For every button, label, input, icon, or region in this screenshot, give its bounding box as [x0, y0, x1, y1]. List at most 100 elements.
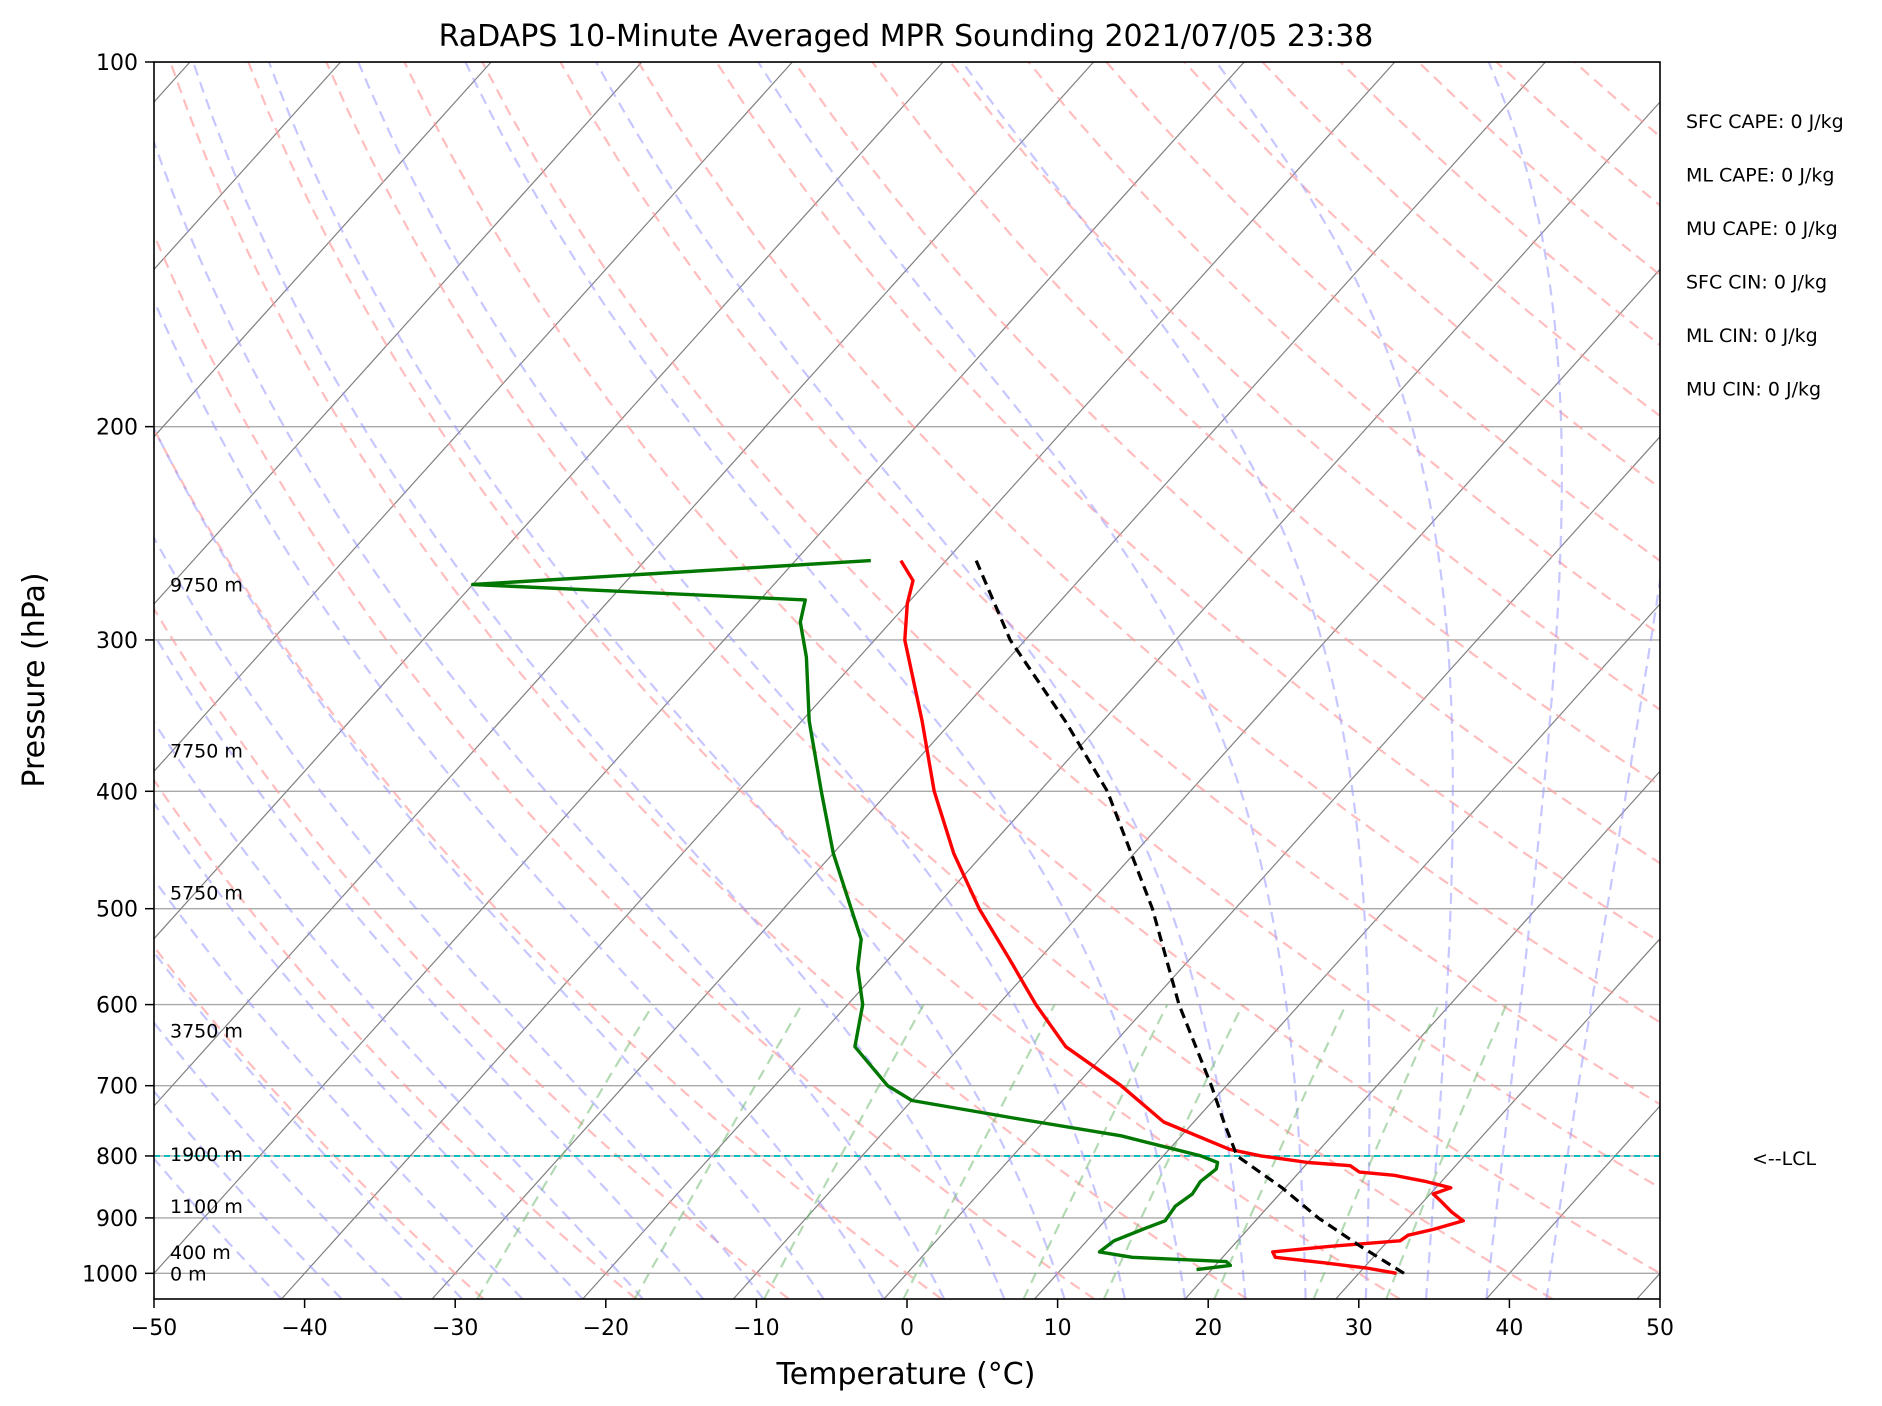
stat-label: SFC CAPE: 0 J/kg [1686, 111, 1844, 133]
height-label: 0 m [170, 1263, 207, 1285]
moist-adiabat-line [154, 801, 584, 1299]
x-tick-label: 0 [900, 1316, 914, 1341]
y-tick-label: 700 [96, 1075, 138, 1100]
dry-adiabat-line [154, 944, 485, 1299]
stat-label: MU CIN: 0 J/kg [1686, 379, 1821, 401]
height-label: 3750 m [170, 1020, 243, 1042]
mixing-ratio-line [1312, 1004, 1440, 1299]
moist-adiabat-line [154, 720, 644, 1299]
moist-adiabat-line [154, 535, 765, 1299]
mixing-ratio-line [1213, 1004, 1347, 1299]
moist-adiabat-line [154, 297, 885, 1299]
height-label: 7750 m [170, 740, 243, 762]
background-lines [154, 62, 1660, 1299]
x-tick-label: 30 [1345, 1316, 1373, 1341]
isotherm-line [431, 62, 1546, 1299]
height-label: 400 m [170, 1242, 231, 1264]
stat-label: ML CIN: 0 J/kg [1686, 325, 1818, 347]
isotherm-line [154, 62, 342, 271]
isotherm-line [883, 435, 1660, 1299]
dry-adiabat-line [169, 62, 1248, 1299]
isotherm-line [1335, 937, 1660, 1299]
y-axis-title: Pressure (hPa) [17, 572, 52, 787]
y-tick-label: 200 [96, 416, 138, 441]
mixing-ratio-line [1022, 1004, 1169, 1299]
moist-adiabat-line [1215, 62, 1454, 1299]
temperature-line [899, 559, 1465, 1275]
dry-adiabat-line [154, 231, 1096, 1299]
moist-adiabat-line [154, 426, 825, 1299]
x-tick-label: −20 [583, 1316, 629, 1341]
dry-adiabat-line [637, 62, 1660, 1024]
y-tick-label: 500 [96, 898, 138, 923]
y-axis: 100 200 300 400 500 600 700 800 900 1000 [82, 51, 154, 1287]
mixing-ratio-line [763, 1004, 925, 1299]
moist-adiabat-line [267, 62, 1066, 1299]
moist-adiabat-line [961, 62, 1371, 1299]
isotherm-line [154, 62, 1245, 1275]
moist-adiabat-line [464, 62, 1187, 1299]
dry-adiabat-line [559, 62, 1660, 1106]
lcl-annotation: <--LCL [1752, 1148, 1816, 1170]
mixing-ratio-line [1102, 1004, 1244, 1299]
y-tick-label: 900 [96, 1207, 138, 1232]
stat-label: ML CAPE: 0 J/kg [1686, 165, 1834, 187]
moist-adiabat-line [192, 62, 1006, 1299]
height-label: 1100 m [170, 1196, 243, 1218]
isotherm-line [154, 62, 1095, 1107]
moist-adiabat-line [154, 877, 524, 1299]
y-tick-label: 1000 [82, 1262, 138, 1287]
dry-adiabat-line [325, 62, 1554, 1299]
x-axis: −50 −40 −30 −20 −10 0 10 20 30 40 50 [131, 1299, 1674, 1341]
height-label: 1900 m [170, 1144, 243, 1166]
x-tick-label: −40 [281, 1316, 327, 1341]
sounding-series [471, 558, 1465, 1275]
mixing-ratio-line [476, 1004, 654, 1299]
isotherm-line [154, 62, 793, 773]
dry-adiabat-line [154, 778, 637, 1299]
x-tick-label: 20 [1194, 1316, 1222, 1341]
x-tick-label: 50 [1646, 1316, 1674, 1341]
isotherm-line [732, 268, 1660, 1299]
isotherm-line [154, 62, 944, 940]
dry-adiabat-line [403, 62, 1660, 1275]
x-tick-label: −50 [131, 1316, 177, 1341]
x-tick-label: 10 [1044, 1316, 1072, 1341]
moist-adiabat-line [154, 632, 705, 1299]
y-tick-label: 600 [96, 994, 138, 1019]
dry-adiabat-line [154, 426, 943, 1299]
x-tick-label: −10 [733, 1316, 779, 1341]
isotherm-line [1184, 770, 1660, 1299]
isotherm-line [154, 62, 643, 605]
dry-adiabat-line [949, 62, 1660, 711]
mixing-ratio-line [1385, 1004, 1508, 1299]
x-tick-label: 40 [1495, 1316, 1523, 1341]
height-label: 5750 m [170, 883, 243, 905]
moist-adiabat-line [1485, 62, 1563, 1299]
moist-adiabat-line [154, 1020, 403, 1299]
y-tick-label: 400 [96, 780, 138, 805]
isotherm-line [582, 101, 1660, 1299]
dry-adiabat-line [1027, 62, 1660, 636]
stat-label: SFC CIN: 0 J/kg [1686, 272, 1827, 294]
isotherm-line [154, 62, 492, 438]
height-label: 9750 m [170, 575, 243, 597]
y-tick-label: 800 [96, 1145, 138, 1170]
lcl-label: <--LCL [1752, 1148, 1816, 1170]
moist-adiabat-line [154, 950, 463, 1299]
mixing-ratio-line [902, 1004, 1056, 1299]
moist-adiabat-line [154, 138, 946, 1299]
x-axis-title: Temperature (°C) [776, 1357, 1036, 1392]
stat-label: MU CAPE: 0 J/kg [1686, 218, 1838, 240]
cape-cin-stats: SFC CAPE: 0 J/kg ML CAPE: 0 J/kg MU CAPE: … [1686, 111, 1844, 401]
chart-title: RaDAPS 10-Minute Averaged MPR Sounding 2… [439, 19, 1374, 54]
dry-adiabat-line [793, 62, 1660, 865]
x-tick-label: −30 [432, 1316, 478, 1341]
parcel-line [974, 559, 1405, 1275]
mixing-ratio-line [633, 1004, 803, 1299]
dry-adiabat-line [247, 62, 1401, 1299]
height-labels: 9750 m 7750 m 5750 m 3750 m 1900 m 1100 m 400 … [170, 575, 243, 1286]
isotherm-line [281, 62, 1396, 1299]
y-tick-label: 100 [96, 51, 138, 76]
